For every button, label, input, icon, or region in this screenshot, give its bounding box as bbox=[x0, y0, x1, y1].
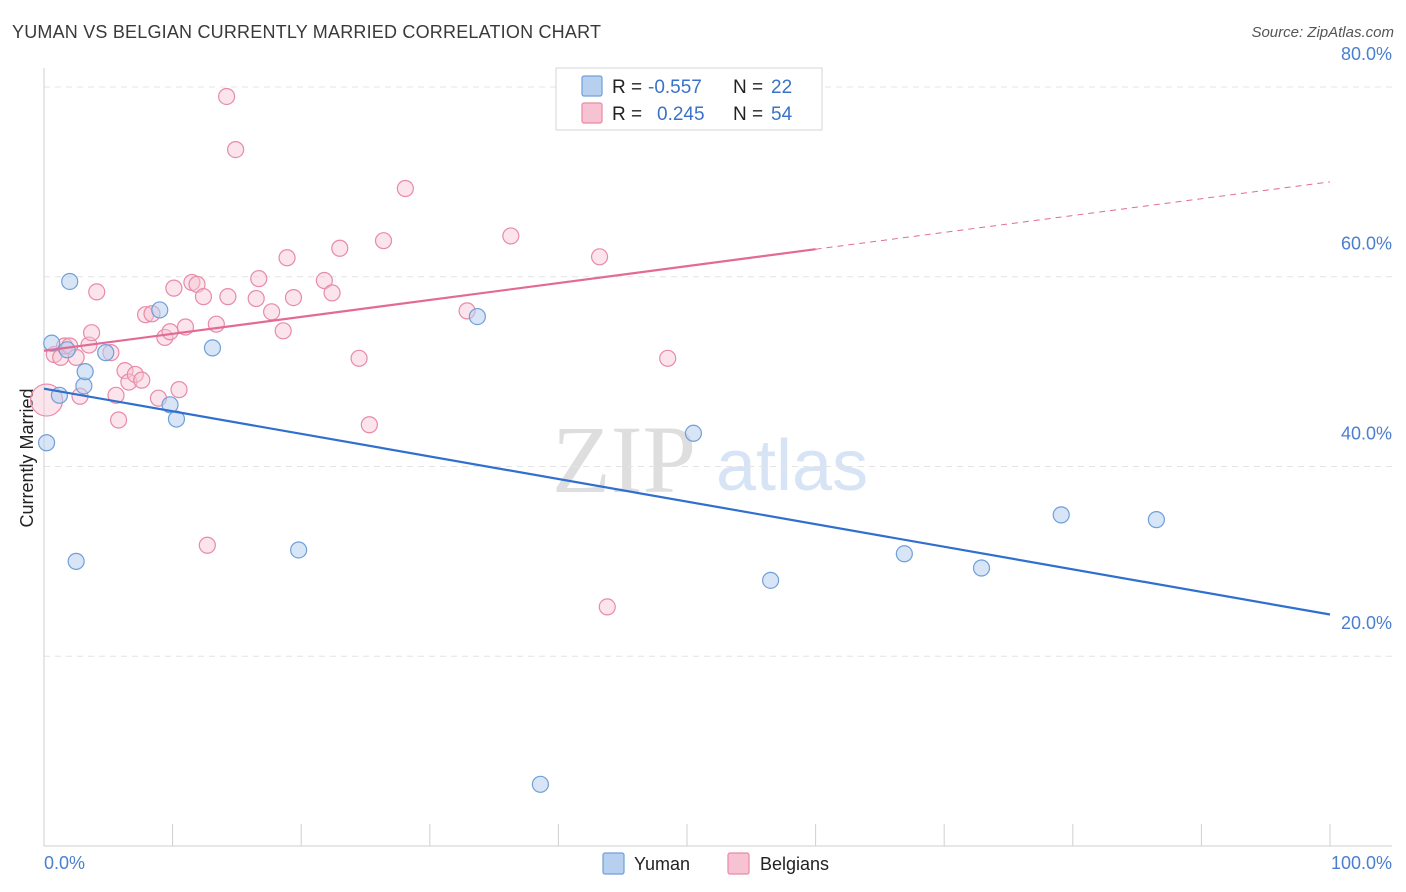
belgians-point bbox=[170, 381, 188, 399]
belgians-point bbox=[219, 288, 237, 306]
belgians-point bbox=[133, 371, 151, 389]
belgians-point bbox=[284, 289, 303, 307]
belgians-point bbox=[598, 598, 616, 616]
belgians-point bbox=[278, 249, 296, 267]
yuman-point bbox=[684, 424, 703, 442]
belgians-point bbox=[194, 288, 213, 306]
belgians-trend-line bbox=[43, 248, 816, 352]
watermark-zip: ZIP bbox=[552, 406, 696, 513]
y-axis-title: Currently Married bbox=[17, 388, 37, 527]
yuman-point bbox=[761, 571, 780, 589]
belgians-point bbox=[396, 179, 414, 198]
yuman-n-value: 22 bbox=[771, 77, 792, 98]
belgians-n-value: 54 bbox=[771, 104, 793, 125]
belgians-n-label: N = bbox=[733, 104, 763, 125]
yuman-point bbox=[203, 339, 222, 357]
belgians-point bbox=[198, 536, 216, 554]
belgians-point bbox=[502, 227, 520, 245]
belgians-point bbox=[659, 349, 677, 367]
belgians-point bbox=[109, 411, 128, 429]
yuman-point bbox=[97, 344, 115, 362]
belgians-point bbox=[315, 271, 333, 290]
yuman-legend-swatch bbox=[581, 75, 603, 97]
yuman-trend-line bbox=[43, 387, 1331, 616]
y-tick-label: 80.0% bbox=[1341, 44, 1392, 64]
yuman-r-value: -0.557 bbox=[648, 77, 702, 98]
belgians-series-label: Belgians bbox=[760, 854, 829, 874]
belgians-series-swatch bbox=[727, 852, 750, 875]
belgians-point bbox=[250, 270, 268, 288]
yuman-point bbox=[468, 307, 486, 326]
yuman-point bbox=[61, 272, 79, 291]
yuman-point bbox=[151, 301, 169, 319]
yuman-point bbox=[972, 559, 991, 577]
belgians-r-label: R = bbox=[612, 104, 642, 125]
yuman-series-label: Yuman bbox=[634, 854, 690, 874]
yuman-point bbox=[43, 334, 61, 352]
yuman-series-swatch bbox=[602, 852, 625, 875]
belgians-point bbox=[116, 362, 134, 380]
yuman-point bbox=[58, 341, 76, 359]
yuman-point bbox=[161, 396, 179, 414]
belgians-point bbox=[82, 324, 101, 342]
yuman-point bbox=[76, 363, 94, 381]
yuman-point bbox=[1147, 511, 1165, 529]
x-ticks bbox=[43, 824, 1331, 846]
belgians-point bbox=[247, 289, 265, 308]
belgians-point bbox=[107, 386, 125, 404]
belgians-legend-swatch bbox=[581, 102, 603, 124]
belgians-point bbox=[360, 416, 378, 434]
y-tick-labels: 20.0% 40.0% 60.0% 80.0% bbox=[1341, 44, 1392, 633]
belgians-point bbox=[263, 303, 281, 321]
yuman-point bbox=[290, 541, 308, 559]
belgians-trend-extension bbox=[815, 181, 1331, 250]
belgians-point bbox=[350, 349, 368, 367]
yuman-point bbox=[75, 377, 93, 395]
yuman-n-label: N = bbox=[733, 77, 763, 98]
yuman-points bbox=[37, 272, 1165, 793]
belgians-point bbox=[218, 87, 236, 106]
yuman-point bbox=[1052, 506, 1070, 524]
yuman-point bbox=[895, 545, 913, 563]
x-tick-label-max: 100.0% bbox=[1331, 853, 1392, 873]
series-legend: Yuman Belgians bbox=[602, 852, 829, 875]
x-tick-label-min: 0.0% bbox=[44, 853, 85, 873]
belgians-point bbox=[227, 140, 245, 159]
y-tick-label: 20.0% bbox=[1341, 613, 1392, 633]
belgians-point bbox=[161, 323, 179, 341]
belgians-point bbox=[323, 284, 341, 302]
source-credit: Source: ZipAtlas.com bbox=[1251, 24, 1394, 41]
belgians-points bbox=[29, 87, 722, 616]
chart-title: YUMAN VS BELGIAN CURRENTLY MARRIED CORRE… bbox=[12, 22, 602, 42]
belgians-r-value: 0.245 bbox=[657, 104, 705, 125]
trend-lines bbox=[43, 181, 1331, 616]
belgians-point bbox=[165, 279, 183, 297]
belgians-point bbox=[88, 283, 106, 301]
belgians-point bbox=[374, 232, 393, 250]
stats-legend: R = -0.557 N = 22 R = 0.245 N = 54 bbox=[555, 67, 823, 131]
yuman-point bbox=[67, 552, 85, 570]
yuman-r-label: R = bbox=[612, 77, 642, 98]
y-tick-label: 40.0% bbox=[1341, 423, 1392, 443]
belgians-point bbox=[331, 239, 349, 257]
y-tick-label: 60.0% bbox=[1341, 234, 1392, 254]
belgians-point bbox=[274, 322, 292, 340]
yuman-point bbox=[37, 434, 56, 452]
belgians-point bbox=[590, 248, 609, 266]
gridlines bbox=[44, 86, 1392, 657]
yuman-point bbox=[531, 775, 549, 793]
